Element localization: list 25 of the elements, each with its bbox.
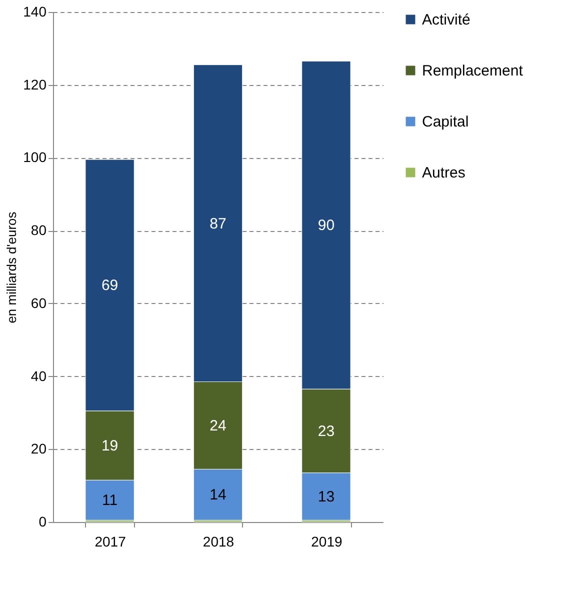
legend-label: Remplacement [422, 62, 524, 80]
y-tick-label: 140 [23, 4, 47, 20]
y-tick-label: 0 [38, 514, 47, 530]
y-tick-label: 100 [23, 149, 47, 166]
data-label: 11 [102, 492, 118, 510]
data-label: 13 [318, 488, 335, 506]
data-label: 23 [318, 422, 335, 440]
x-tick-label: 2017 [94, 534, 126, 550]
data-label: 69 [101, 277, 118, 294]
data-label: 19 [101, 438, 118, 454]
y-tick-label: 40 [30, 368, 47, 384]
x-tick-label: 2019 [311, 534, 342, 550]
data-label: 24 [210, 417, 226, 434]
y-tick-label: 120 [23, 76, 47, 92]
y-tick-label: 20 [30, 440, 47, 457]
data-label: 14 [210, 486, 226, 504]
y-tick-label: 80 [30, 222, 47, 238]
legend-label: Capital [422, 114, 469, 130]
legend-label: Autres [422, 164, 466, 182]
x-tick-label: 2018 [202, 534, 234, 550]
data-label: 90 [318, 217, 335, 234]
legend-label: Activité [422, 12, 470, 28]
data-label: 87 [210, 215, 226, 232]
y-tick-label: 60 [30, 294, 47, 311]
y-axis-title: en milliards d'euros [4, 211, 20, 324]
